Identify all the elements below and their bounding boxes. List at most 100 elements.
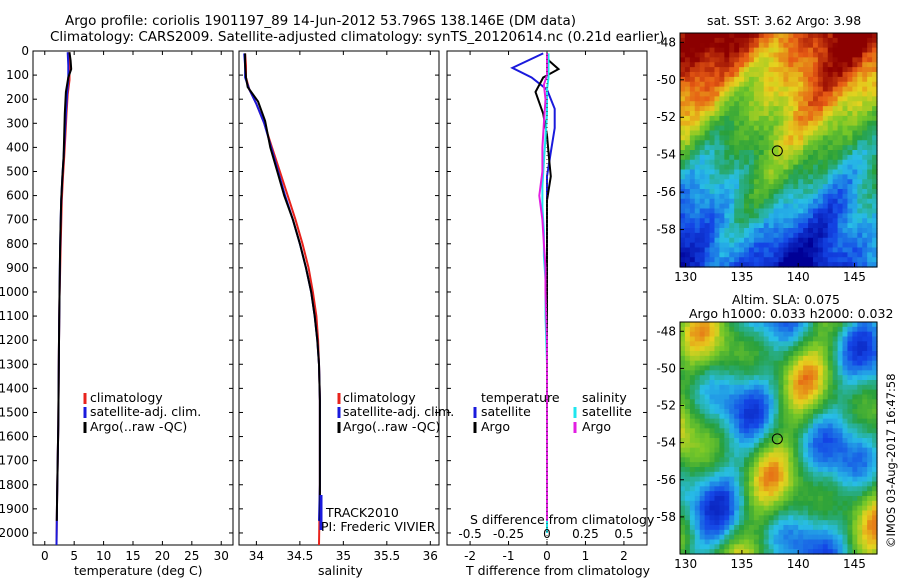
- map-cell: [694, 423, 701, 429]
- map-cell: [783, 423, 789, 429]
- map-cell: [862, 145, 868, 151]
- map-cell: [778, 442, 785, 449]
- map-cell: [748, 505, 755, 512]
- map-cell: [783, 247, 789, 253]
- map-cell: [852, 394, 858, 400]
- map-cell: [793, 529, 799, 536]
- map-cell: [783, 326, 789, 333]
- map-cell: [739, 193, 745, 200]
- map-cell: [842, 346, 849, 352]
- map-cell: [734, 389, 740, 396]
- map-cell: [739, 520, 745, 526]
- map-cell: [872, 423, 878, 429]
- map-cell: [778, 164, 785, 171]
- map-cell: [837, 520, 844, 526]
- map-cell: [788, 380, 794, 386]
- map-cell: [817, 145, 824, 151]
- map-cell: [739, 91, 745, 97]
- map-cell: [783, 462, 789, 468]
- map-cell: [724, 375, 730, 381]
- map-cell: [719, 491, 725, 497]
- map-cell: [793, 457, 799, 463]
- map-cell: [694, 247, 701, 253]
- map-cell: [778, 174, 785, 180]
- map-cell: [857, 409, 863, 415]
- map-cell: [680, 164, 686, 171]
- map-cell: [837, 242, 844, 249]
- map-cell: [734, 346, 740, 352]
- map-cell: [744, 544, 750, 550]
- map-cell: [788, 81, 794, 88]
- map-cell: [827, 399, 834, 405]
- map-cell: [862, 500, 868, 507]
- map-cell: [714, 247, 720, 253]
- map-cell: [803, 384, 809, 391]
- map-cell: [847, 33, 853, 39]
- map-cell: [852, 33, 858, 39]
- map-cell: [758, 72, 765, 78]
- map-cell: [872, 193, 878, 200]
- map-cell: [847, 237, 853, 244]
- map-cell: [744, 37, 750, 44]
- map-cell: [709, 399, 716, 405]
- map-cell: [783, 389, 789, 396]
- map-cell: [680, 496, 686, 502]
- map-cell: [867, 189, 873, 195]
- map-cell: [748, 389, 755, 396]
- map-cell: [694, 164, 701, 171]
- map-cell: [872, 433, 878, 439]
- map-cell: [709, 423, 716, 429]
- map-cell: [832, 237, 839, 244]
- map-cell: [719, 418, 725, 425]
- map-cell: [719, 47, 725, 54]
- map-cell: [709, 525, 716, 531]
- map-cell: [739, 237, 745, 244]
- map-cell: [783, 154, 789, 161]
- map-cell: [680, 423, 686, 429]
- map-cell: [729, 525, 735, 531]
- map-cell: [680, 467, 686, 473]
- map-cell: [808, 150, 814, 156]
- map-cell: [822, 67, 829, 73]
- map-cell: [763, 539, 770, 545]
- map-cell: [744, 404, 750, 410]
- map-cell: [758, 120, 765, 127]
- map-cell: [699, 380, 706, 386]
- map-cell: [822, 33, 829, 39]
- map-cell: [689, 438, 696, 444]
- map-cell: [817, 525, 824, 531]
- map-cell: [783, 228, 789, 234]
- map-cell: [808, 42, 814, 49]
- map-cell: [739, 534, 745, 541]
- map-cell: [793, 237, 799, 244]
- map-frame: [679, 32, 878, 268]
- map-cell: [758, 365, 765, 371]
- map-cell: [783, 515, 789, 521]
- map-cell: [729, 346, 735, 352]
- map-cell: [827, 169, 834, 175]
- map-cell: [709, 428, 716, 434]
- map-cell: [739, 409, 745, 415]
- map-cell: [734, 486, 740, 492]
- map-cell: [704, 76, 711, 83]
- map-cell: [872, 341, 878, 347]
- map-cell: [793, 81, 799, 88]
- map-cell: [689, 549, 696, 555]
- map-cell: [793, 42, 799, 49]
- map-cell: [689, 164, 696, 171]
- map-cell: [753, 355, 760, 362]
- map-cell: [699, 252, 706, 258]
- map-cell: [714, 67, 720, 73]
- map-cell: [793, 341, 799, 347]
- map-cell: [704, 520, 711, 526]
- map-cell: [763, 140, 770, 146]
- map-cell: [783, 130, 789, 136]
- map-cell: [684, 145, 691, 151]
- map-cell: [704, 81, 711, 88]
- map-cell: [719, 150, 725, 156]
- map-cell: [867, 130, 873, 136]
- map-cell: [832, 544, 839, 550]
- map-cell: [704, 438, 711, 444]
- map-cell: [694, 96, 701, 102]
- map-cell: [714, 164, 720, 171]
